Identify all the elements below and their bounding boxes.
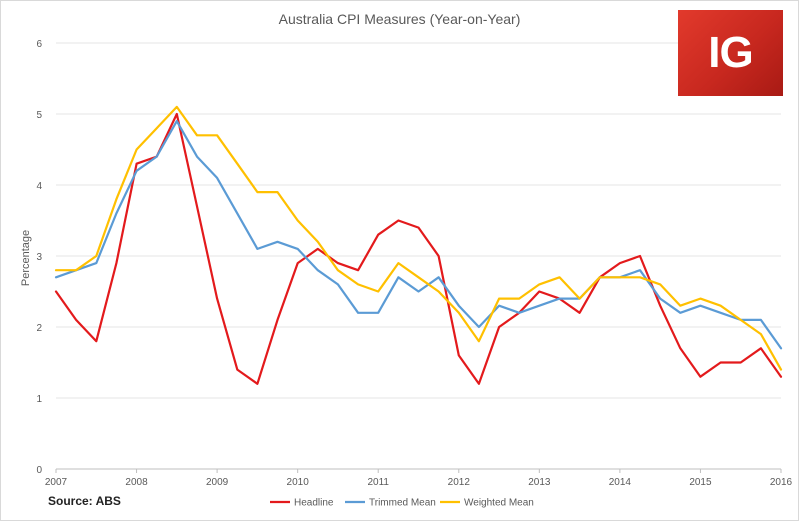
y-tick-label: 4 (36, 181, 42, 192)
y-tick-label: 0 (36, 465, 42, 476)
x-axis: 2007 2008 2009 2010 2011 2012 2013 2014 2015 2016 (45, 469, 793, 488)
x-tick-label: 2007 (45, 477, 68, 488)
x-tick-label: 2010 (287, 477, 310, 488)
series-lines (54, 105, 783, 385)
x-tick-label: 2015 (689, 477, 712, 488)
x-tick-label: 2011 (367, 477, 389, 488)
legend-label-trimmed-mean: Trimmed Mean (369, 498, 436, 509)
x-tick-label: 2012 (448, 477, 471, 488)
series-line-headline (54, 112, 783, 385)
x-tick-label: 2008 (125, 477, 148, 488)
x-tick-label: 2014 (609, 477, 632, 488)
x-tick-label: 2009 (206, 477, 229, 488)
legend-label-headline: Headline (294, 498, 334, 509)
ig-logo-text: IG (708, 28, 753, 77)
grid (56, 42, 781, 470)
y-axis-title: Percentage (20, 230, 32, 286)
chart-title: Australia CPI Measures (Year-on-Year) (278, 11, 521, 27)
series-line-trimmed-mean (54, 119, 783, 350)
source-note: Source: ABS (48, 494, 121, 508)
series-line-weighted-mean (54, 105, 783, 371)
y-tick-label: 6 (36, 39, 42, 50)
legend: Headline Trimmed Mean Weighted Mean (270, 498, 534, 509)
y-tick-label: 2 (36, 323, 42, 334)
x-tick-label: 2016 (770, 477, 793, 488)
y-axis: 0 1 2 3 4 5 6 (36, 39, 42, 476)
y-tick-label: 3 (36, 252, 42, 263)
y-tick-label: 5 (36, 110, 42, 121)
ig-logo: IG (678, 10, 783, 96)
y-tick-label: 1 (36, 394, 42, 405)
x-tick-label: 2013 (528, 477, 551, 488)
legend-label-weighted-mean: Weighted Mean (464, 498, 534, 509)
